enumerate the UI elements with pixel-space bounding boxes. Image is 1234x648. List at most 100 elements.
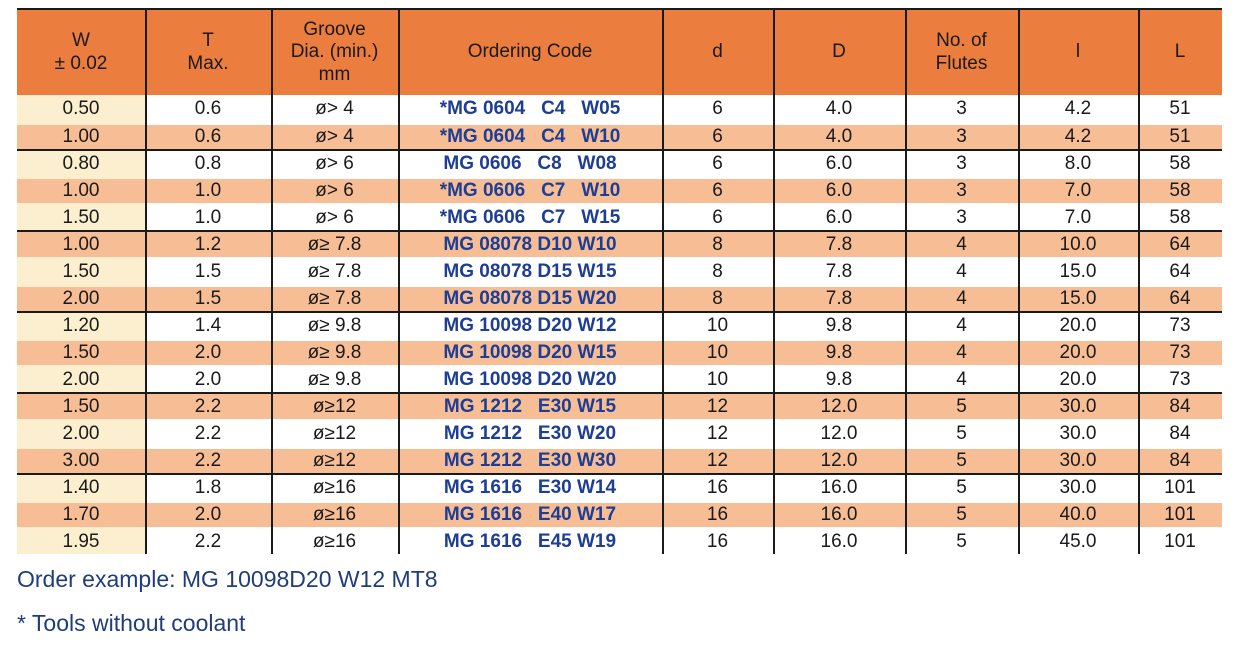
- cell-flutes: 5: [905, 446, 1018, 473]
- table-row: 1.00 1.0 ø> 6 *MG 0606 C7 W10 6 6.0 3 7.0 58: [17, 176, 1222, 203]
- table-row: 1.50 2.2 ø≥12 MG 1212 E30 W15 12 12.0 5 30.0 84: [17, 392, 1222, 419]
- tool-spec-table: W ± 0.02 T Max. Groove Dia. (min.) mm Or…: [17, 8, 1222, 554]
- cell-D: 7.8: [773, 257, 905, 284]
- cell-code: MG 1616 E45 W19: [398, 527, 662, 554]
- column-header-w: W ± 0.02: [54, 30, 108, 74]
- column-header-l-lower: l: [1075, 41, 1081, 63]
- cell-flutes: 3: [905, 149, 1018, 176]
- cell-t: 2.0: [145, 500, 271, 527]
- cell-l: 20.0: [1018, 338, 1138, 365]
- table-header-row: W ± 0.02 T Max. Groove Dia. (min.) mm Or…: [17, 8, 1222, 95]
- cell-l: 20.0: [1018, 365, 1138, 392]
- cell-groove: ø> 6: [271, 149, 398, 176]
- cell-D: 6.0: [773, 149, 905, 176]
- cell-code: MG 1212 E30 W15: [398, 392, 662, 419]
- column-header-ordering-code: Ordering Code: [467, 41, 593, 63]
- column-header-d-upper: D: [832, 41, 846, 63]
- cell-w: 1.00: [17, 122, 145, 149]
- cell-code: MG 10098 D20 W20: [398, 365, 662, 392]
- cell-t: 2.2: [145, 527, 271, 554]
- cell-w: 1.00: [17, 230, 145, 257]
- cell-L: 84: [1138, 392, 1222, 419]
- cell-groove: ø> 6: [271, 176, 398, 203]
- cell-l: 30.0: [1018, 446, 1138, 473]
- column-rule: [905, 8, 907, 554]
- cell-code: *MG 0604 C4 W10: [398, 122, 662, 149]
- cell-groove: ø≥12: [271, 446, 398, 473]
- cell-w: 1.50: [17, 392, 145, 419]
- cell-l: 10.0: [1018, 230, 1138, 257]
- cell-groove: ø≥16: [271, 473, 398, 500]
- table-row: 3.00 2.2 ø≥12 MG 1212 E30 W30 12 12.0 5 30.0 84: [17, 446, 1222, 473]
- cell-l: 15.0: [1018, 257, 1138, 284]
- cell-L: 101: [1138, 473, 1222, 500]
- cell-L: 84: [1138, 446, 1222, 473]
- cell-t: 2.0: [145, 365, 271, 392]
- cell-d: 16: [662, 500, 773, 527]
- cell-d: 8: [662, 257, 773, 284]
- cell-w: 1.50: [17, 338, 145, 365]
- cell-code: MG 1212 E30 W30: [398, 446, 662, 473]
- cell-w: 1.95: [17, 527, 145, 554]
- cell-w: 1.50: [17, 203, 145, 230]
- cell-L: 58: [1138, 176, 1222, 203]
- table-row: 1.70 2.0 ø≥16 MG 1616 E40 W17 16 16.0 5 40.0 101: [17, 500, 1222, 527]
- cell-flutes: 3: [905, 203, 1018, 230]
- cell-d: 12: [662, 419, 773, 446]
- cell-d: 12: [662, 446, 773, 473]
- cell-flutes: 4: [905, 365, 1018, 392]
- cell-flutes: 4: [905, 311, 1018, 338]
- cell-t: 1.5: [145, 257, 271, 284]
- cell-l: 40.0: [1018, 500, 1138, 527]
- cell-w: 1.50: [17, 257, 145, 284]
- cell-t: 0.8: [145, 149, 271, 176]
- cell-d: 6: [662, 122, 773, 149]
- table-row: 1.20 1.4 ø≥ 9.8 MG 10098 D20 W12 10 9.8 4 20.0 7…: [17, 311, 1222, 338]
- cell-D: 12.0: [773, 419, 905, 446]
- cell-t: 1.8: [145, 473, 271, 500]
- cell-d: 10: [662, 311, 773, 338]
- table-row: 1.95 2.2 ø≥16 MG 1616 E45 W19 16 16.0 5 45.0 101: [17, 527, 1222, 554]
- table-row: 1.40 1.8 ø≥16 MG 1616 E30 W14 16 16.0 5 30.0 101: [17, 473, 1222, 500]
- cell-w: 1.00: [17, 176, 145, 203]
- cell-groove: ø≥ 9.8: [271, 338, 398, 365]
- cell-code: MG 0606 C8 W08: [398, 149, 662, 176]
- cell-t: 1.2: [145, 230, 271, 257]
- cell-groove: ø≥ 7.8: [271, 284, 398, 311]
- cell-D: 9.8: [773, 338, 905, 365]
- cell-D: 12.0: [773, 446, 905, 473]
- cell-w: 0.50: [17, 95, 145, 122]
- cell-L: 58: [1138, 203, 1222, 230]
- cell-groove: ø≥ 9.8: [271, 311, 398, 338]
- column-rule: [398, 8, 400, 554]
- cell-d: 6: [662, 203, 773, 230]
- cell-t: 1.4: [145, 311, 271, 338]
- cell-l: 4.2: [1018, 95, 1138, 122]
- cell-t: 2.0: [145, 338, 271, 365]
- cell-t: 2.2: [145, 392, 271, 419]
- cell-D: 4.0: [773, 122, 905, 149]
- column-rule: [1018, 8, 1020, 554]
- cell-l: 30.0: [1018, 419, 1138, 446]
- column-header-d-lower: d: [712, 41, 723, 63]
- cell-w: 0.80: [17, 149, 145, 176]
- cell-flutes: 4: [905, 257, 1018, 284]
- cell-d: 10: [662, 338, 773, 365]
- cell-groove: ø> 6: [271, 203, 398, 230]
- cell-flutes: 5: [905, 527, 1018, 554]
- cell-l: 30.0: [1018, 392, 1138, 419]
- table-row: 2.00 2.2 ø≥12 MG 1212 E30 W20 12 12.0 5 30.0 84: [17, 419, 1222, 446]
- cell-groove: ø≥ 7.8: [271, 230, 398, 257]
- cell-L: 58: [1138, 149, 1222, 176]
- cell-L: 73: [1138, 311, 1222, 338]
- cell-d: 6: [662, 95, 773, 122]
- cell-L: 73: [1138, 365, 1222, 392]
- cell-t: 1.0: [145, 203, 271, 230]
- cell-L: 51: [1138, 95, 1222, 122]
- cell-l: 20.0: [1018, 311, 1138, 338]
- cell-code: MG 1616 E40 W17: [398, 500, 662, 527]
- cell-flutes: 4: [905, 230, 1018, 257]
- cell-D: 9.8: [773, 365, 905, 392]
- cell-l: 4.2: [1018, 122, 1138, 149]
- cell-w: 3.00: [17, 446, 145, 473]
